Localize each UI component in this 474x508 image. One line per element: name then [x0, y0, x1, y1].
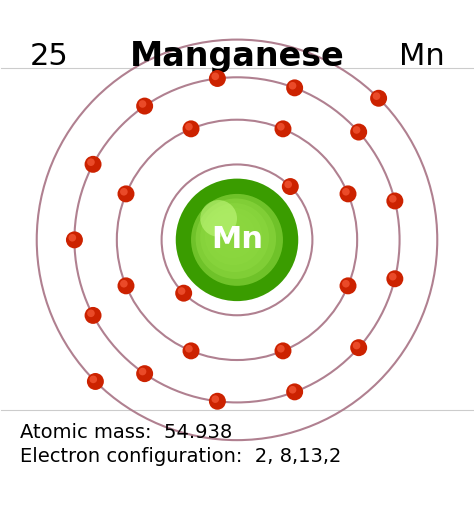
Circle shape [209, 393, 226, 410]
Circle shape [350, 123, 367, 141]
Circle shape [185, 345, 193, 353]
Text: 25: 25 [30, 42, 68, 71]
Circle shape [139, 368, 146, 375]
Circle shape [136, 365, 153, 382]
Circle shape [178, 287, 185, 295]
Circle shape [277, 123, 285, 131]
Circle shape [274, 120, 292, 137]
Circle shape [196, 199, 276, 279]
Circle shape [386, 193, 403, 209]
Circle shape [182, 120, 200, 137]
Circle shape [120, 188, 128, 196]
Circle shape [339, 185, 356, 202]
Circle shape [342, 280, 350, 288]
Circle shape [185, 123, 193, 131]
Circle shape [68, 234, 76, 242]
Circle shape [284, 181, 292, 188]
Circle shape [286, 79, 303, 97]
Text: Electron configuration:  2, 8,13,2: Electron configuration: 2, 8,13,2 [20, 447, 342, 466]
Circle shape [373, 92, 380, 100]
Circle shape [118, 277, 135, 294]
Text: Mn: Mn [399, 42, 444, 71]
Circle shape [87, 373, 104, 390]
Circle shape [118, 185, 135, 202]
Text: Manganese: Manganese [129, 40, 345, 73]
Circle shape [370, 90, 387, 107]
Circle shape [289, 82, 296, 89]
Circle shape [339, 277, 356, 294]
Circle shape [120, 280, 128, 288]
Circle shape [210, 212, 255, 258]
Circle shape [211, 395, 219, 403]
Circle shape [274, 342, 292, 359]
Circle shape [282, 178, 299, 195]
Circle shape [175, 284, 192, 302]
Text: Atomic mass:  54.938: Atomic mass: 54.938 [20, 424, 232, 442]
Circle shape [389, 273, 397, 280]
Circle shape [205, 208, 262, 265]
Circle shape [353, 342, 360, 350]
Circle shape [209, 70, 226, 87]
Circle shape [286, 384, 303, 400]
Circle shape [191, 194, 283, 286]
Circle shape [386, 270, 403, 287]
Circle shape [136, 98, 153, 114]
Circle shape [84, 307, 101, 324]
Circle shape [66, 231, 83, 248]
Circle shape [350, 339, 367, 356]
Circle shape [223, 226, 235, 238]
Circle shape [139, 100, 146, 108]
Circle shape [277, 345, 285, 353]
Circle shape [87, 309, 95, 317]
Circle shape [87, 158, 95, 166]
Circle shape [214, 217, 248, 251]
Circle shape [289, 386, 296, 394]
Circle shape [211, 73, 219, 80]
Circle shape [84, 156, 101, 173]
Circle shape [389, 195, 397, 203]
Circle shape [182, 342, 200, 359]
Circle shape [219, 221, 242, 244]
Circle shape [200, 203, 269, 272]
Circle shape [90, 375, 97, 383]
Circle shape [342, 188, 350, 196]
Text: Mn: Mn [211, 226, 263, 255]
Circle shape [200, 200, 237, 237]
Circle shape [353, 126, 360, 134]
Circle shape [176, 179, 298, 301]
